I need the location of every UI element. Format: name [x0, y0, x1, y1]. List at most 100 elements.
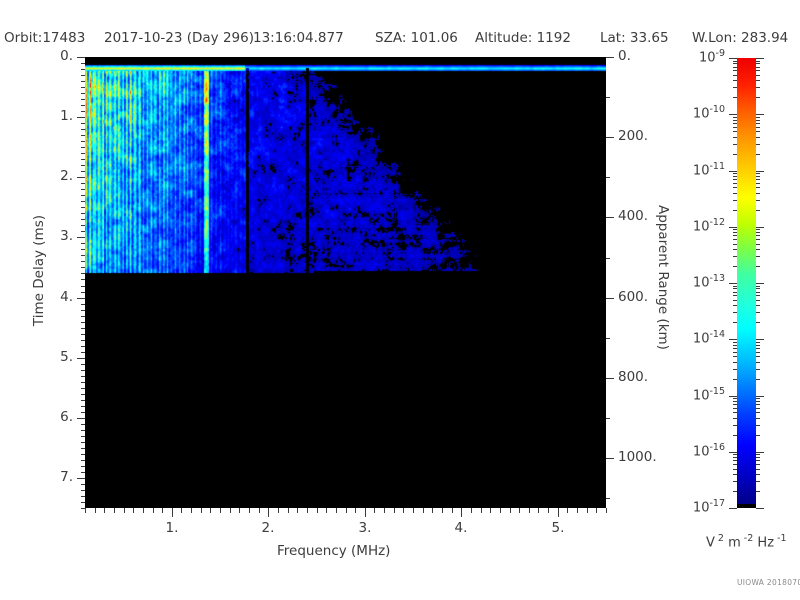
axis-tick — [81, 472, 85, 473]
axis-tick — [733, 362, 737, 363]
axis-tick — [733, 61, 737, 62]
axis-tick — [756, 305, 760, 306]
axis-tick — [756, 292, 760, 293]
axis-tick — [733, 469, 737, 470]
header-latitude: Lat: 33.65 — [600, 30, 669, 46]
axis-tick — [756, 227, 764, 228]
axis-tick — [442, 508, 443, 513]
axis-tick — [606, 137, 614, 138]
axis-tick — [756, 362, 760, 363]
axis-tick — [756, 154, 760, 155]
axis-tick — [81, 165, 85, 166]
axis-tick — [756, 123, 760, 124]
axis-tick — [756, 464, 760, 465]
header-orbit: Orbit:17483 — [4, 30, 86, 46]
axis-tick — [733, 137, 737, 138]
axis-tick — [733, 345, 737, 346]
ionogram-plot-area — [85, 57, 606, 508]
axis-tick — [733, 176, 737, 177]
axis-tick-label: 800. — [618, 369, 649, 385]
axis-tick — [374, 508, 375, 513]
axis-tick — [606, 177, 610, 178]
axis-tick — [733, 398, 737, 399]
axis-tick — [606, 338, 610, 339]
axis-tick — [756, 352, 760, 353]
axis-tick — [733, 75, 737, 76]
axis-tick — [606, 458, 614, 459]
axis-tick — [756, 452, 764, 453]
axis-tick — [432, 508, 433, 513]
axis-tick — [81, 63, 85, 64]
axis-tick — [733, 300, 737, 301]
axis-tick — [81, 201, 85, 202]
axis-tick — [733, 457, 737, 458]
axis-tick — [124, 508, 125, 513]
axis-tick — [230, 508, 231, 513]
axis-tick — [81, 484, 85, 485]
axis-tick — [606, 57, 614, 58]
axis-tick — [81, 340, 85, 341]
axis-tick — [153, 508, 154, 513]
axis-tick — [81, 123, 85, 124]
axis-tick — [733, 193, 737, 194]
axis-tick — [587, 508, 588, 513]
axis-tick — [756, 404, 760, 405]
axis-tick — [733, 356, 737, 357]
axis-tick — [81, 466, 85, 467]
axis-tick — [756, 408, 760, 409]
credit-stamp: UIOWA 20180701 — [737, 578, 800, 587]
axis-tick — [606, 508, 607, 513]
axis-tick — [733, 481, 737, 482]
axis-tick — [77, 177, 85, 178]
axis-tick — [756, 425, 760, 426]
axis-tick — [394, 508, 395, 513]
axis-tick — [733, 232, 737, 233]
colorbar-tick-label: 10-17 — [692, 498, 725, 516]
axis-tick — [81, 225, 85, 226]
axis-tick — [81, 159, 85, 160]
axis-tick — [81, 508, 85, 509]
axis-tick — [81, 255, 85, 256]
axis-tick — [756, 481, 760, 482]
axis-tick — [733, 412, 737, 413]
axis-tick — [756, 249, 760, 250]
axis-tick — [729, 508, 737, 509]
axis-tick-label: 5. — [551, 520, 565, 536]
axis-tick — [756, 239, 760, 240]
axis-tick — [81, 352, 85, 353]
axis-tick — [548, 508, 549, 513]
axis-tick — [81, 243, 85, 244]
axis-tick — [733, 187, 737, 188]
axis-tick — [278, 508, 279, 513]
axis-tick — [77, 117, 85, 118]
axis-tick — [259, 508, 260, 513]
axis-tick — [81, 213, 85, 214]
axis-tick — [733, 120, 737, 121]
axis-tick — [733, 379, 737, 380]
axis-tick — [733, 401, 737, 402]
axis-tick — [81, 87, 85, 88]
axis-tick — [756, 300, 760, 301]
axis-tick — [81, 328, 85, 329]
axis-tick — [756, 210, 760, 211]
axis-tick — [500, 508, 501, 513]
axis-tick-label: 200. — [618, 128, 649, 144]
axis-tick — [81, 442, 85, 443]
axis-tick — [729, 396, 737, 397]
axis-tick — [81, 69, 85, 70]
axis-tick — [81, 231, 85, 232]
axis-tick — [423, 508, 424, 513]
axis-tick — [733, 286, 737, 287]
axis-tick — [756, 266, 760, 267]
axis-tick — [756, 474, 760, 475]
axis-tick — [733, 235, 737, 236]
axis-tick — [733, 70, 737, 71]
axis-tick — [81, 490, 85, 491]
axis-tick — [756, 229, 760, 230]
axis-tick — [733, 239, 737, 240]
axis-tick — [81, 135, 85, 136]
axis-tick-label: 4. — [454, 520, 468, 536]
axis-tick — [355, 508, 356, 513]
axis-tick — [756, 286, 760, 287]
axis-tick — [114, 508, 115, 513]
